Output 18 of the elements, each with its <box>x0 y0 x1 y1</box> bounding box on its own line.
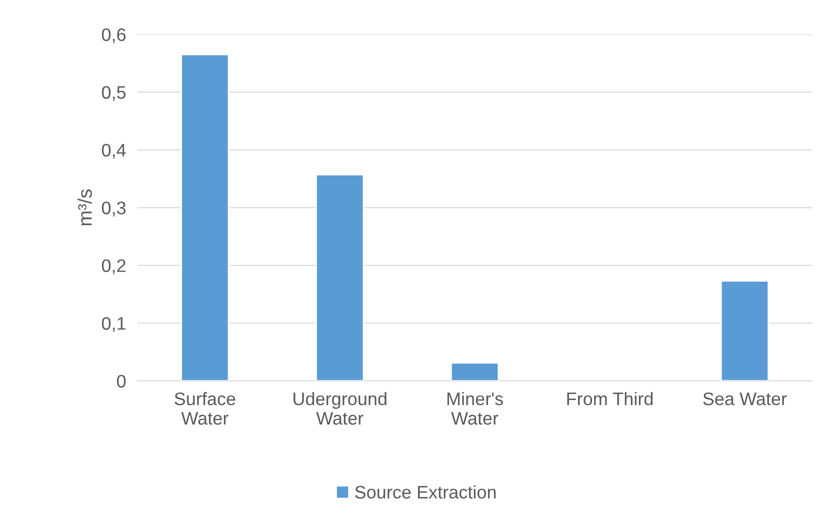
y-tick-label: 0,2 <box>102 259 126 274</box>
x-tick-label: Miner's Water <box>447 392 503 425</box>
bar <box>316 174 364 381</box>
bar <box>450 362 500 381</box>
x-tick-label: Surface Water <box>174 392 236 425</box>
y-tick-label: 0,5 <box>102 86 126 101</box>
bar <box>180 54 230 381</box>
y-tick-label: 0,1 <box>102 317 126 332</box>
y-tick-label: 0,4 <box>102 144 126 159</box>
y-tick-label: 0 <box>117 374 126 388</box>
y-tick-label: 0,6 <box>102 28 126 44</box>
y-axis-title: m³/s <box>78 189 92 226</box>
x-tick-label: Uderground Water <box>294 392 386 425</box>
x-tick-label: Sea Water <box>703 392 787 406</box>
x-tick-label: From Third <box>567 392 653 406</box>
bar <box>720 280 770 381</box>
legend-label: Source Extraction <box>355 485 496 499</box>
y-tick-label: 0,3 <box>102 202 126 216</box>
